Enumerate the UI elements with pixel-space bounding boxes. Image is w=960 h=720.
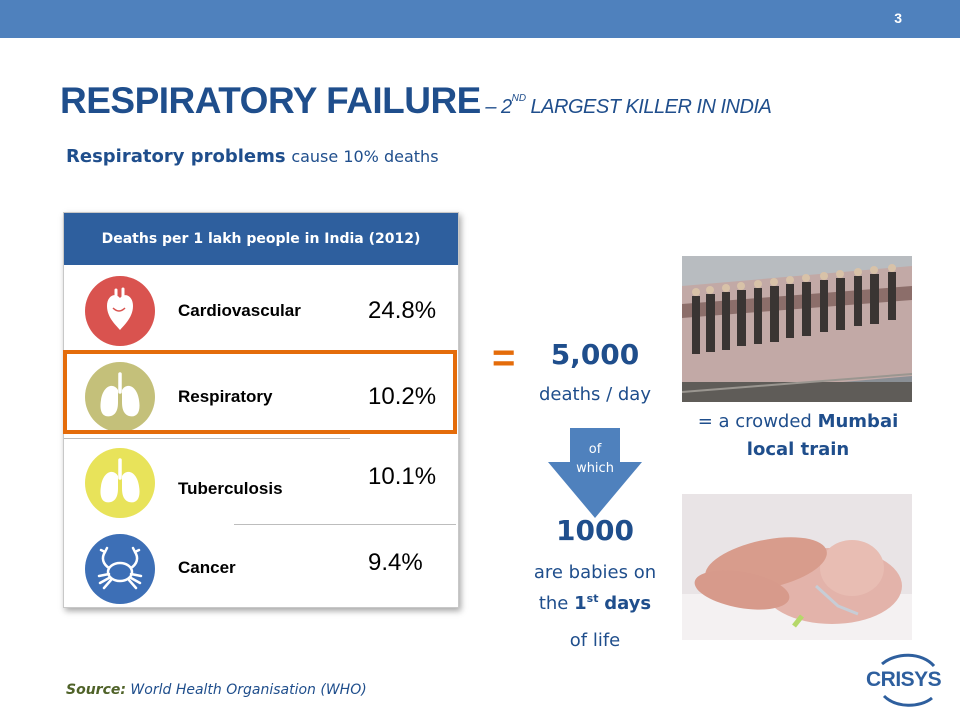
babies-line2-prefix: the: [538, 593, 569, 614]
caption-bold1: Mumbai: [817, 411, 899, 432]
mumbai-train-photo: [682, 256, 912, 402]
row-label: Cardiovascular: [178, 301, 301, 320]
row-value: 9.4%: [368, 549, 423, 576]
row-value: 10.2%: [368, 383, 437, 410]
arrow-label-which: which: [576, 461, 614, 476]
title-sub-suffix: LARGEST KILLER IN INDIA: [530, 96, 772, 118]
source-text: World Health Organisation (WHO): [130, 682, 367, 698]
deaths-label: deaths / day: [539, 384, 651, 405]
table-header: Deaths per 1 lakh people in India (2012): [64, 213, 458, 265]
row-value: 24.8%: [368, 297, 437, 324]
row-divider: [234, 524, 456, 525]
babies-line3: of life: [569, 630, 621, 651]
deaths-table: Deaths per 1 lakh people in India (2012)…: [63, 212, 459, 608]
babies-line1: are babies on: [533, 562, 657, 583]
babies-line2: the 1st days: [510, 592, 680, 614]
caption-line1: = a crowded Mumbai: [680, 408, 916, 436]
down-arrow-icon: [548, 428, 642, 518]
row-value: 10.1%: [368, 463, 437, 490]
logo-text: CRISYS: [866, 668, 942, 691]
newborn-baby-photo: [682, 494, 912, 640]
babies-line2-sup: st: [586, 592, 599, 605]
table-row-respiratory: Respiratory 10.2%: [64, 353, 458, 439]
title-main: RESPIRATORY FAILURE: [60, 80, 481, 121]
babies-line2-num: 1: [574, 593, 587, 614]
train-caption: = a crowded Mumbai local train: [680, 408, 916, 464]
row-label: Cancer: [178, 558, 236, 577]
top-bar: 3: [0, 0, 960, 38]
caption-line2: local train: [746, 439, 850, 460]
arrow-label: of which: [548, 440, 642, 478]
respiratory-highlight-box: [63, 350, 457, 434]
equals-sign: =: [492, 336, 516, 380]
babies-number: 1000: [556, 514, 634, 547]
table-row-tuberculosis: Tuberculosis 10.1%: [64, 439, 458, 525]
subtitle-rest: cause 10% deaths: [291, 147, 439, 166]
arrow-label-of: of: [588, 442, 602, 457]
babies-line2-bold: days: [604, 593, 652, 614]
lungs-icon: [85, 362, 155, 432]
title-sub-prefix: – 2: [485, 96, 512, 118]
heart-icon: [85, 276, 155, 346]
source-label: Source:: [66, 682, 126, 698]
slide-title: RESPIRATORY FAILURE – 2ND LARGEST KILLER…: [60, 80, 772, 122]
source-line: Source: World Health Organisation (WHO): [66, 682, 367, 698]
title-sub-sup: ND: [511, 93, 527, 104]
caption-prefix: = a crowded: [697, 411, 812, 432]
row-label: Tuberculosis: [178, 479, 283, 498]
deaths-number: 5,000: [550, 338, 640, 371]
table-row-cardiovascular: Cardiovascular 24.8%: [64, 267, 458, 353]
row-label: Respiratory: [178, 387, 273, 406]
crisys-logo-icon: [881, 653, 936, 707]
lungs-icon: [85, 448, 155, 518]
table-row-cancer: Cancer 9.4%: [64, 525, 458, 611]
row-divider: [64, 438, 350, 439]
slide-number: 3: [894, 10, 902, 26]
crab-icon: [85, 534, 155, 604]
subtitle-bold: Respiratory problems: [66, 146, 286, 167]
slide-subtitle: Respiratory problems cause 10% deaths: [66, 146, 439, 167]
